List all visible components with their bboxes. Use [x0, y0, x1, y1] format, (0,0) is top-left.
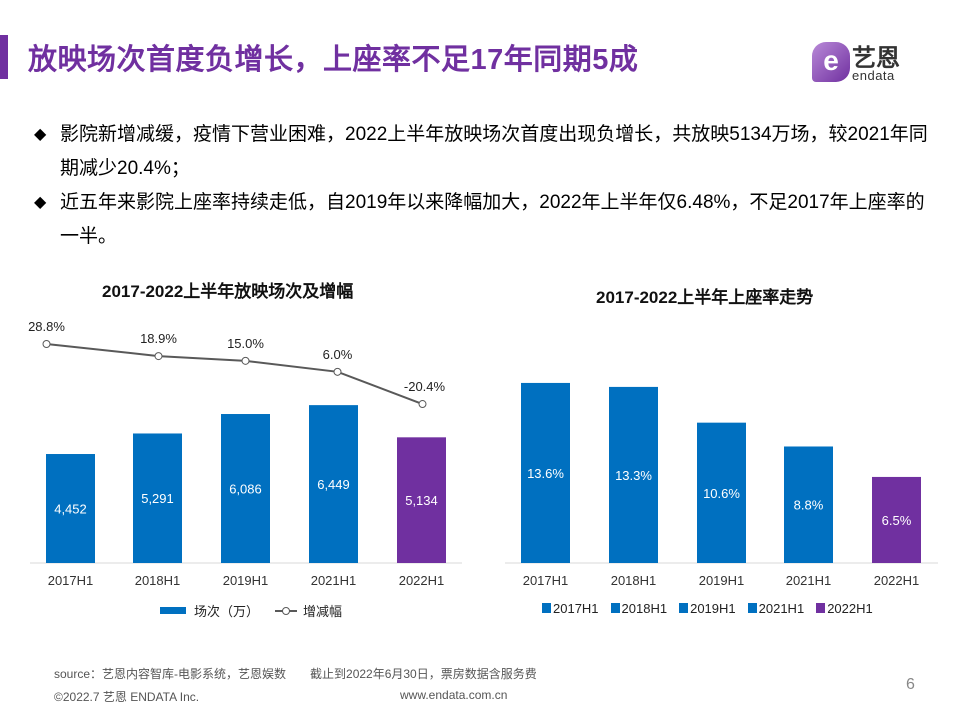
chart2-bar: [784, 446, 833, 563]
chart1-line-label: 6.0%: [323, 347, 353, 362]
chart1-x-tick: 2021H1: [311, 573, 357, 588]
legend-item: 2021H1: [747, 601, 805, 616]
legend-label: 2018H1: [621, 601, 668, 616]
chart2-x-tick: 2021H1: [786, 573, 832, 588]
chart1-line-label: 15.0%: [227, 336, 264, 351]
legend-item: 2017H1: [542, 601, 599, 616]
chart2-bar-label: 8.8%: [794, 498, 824, 513]
chart1-line: [46, 343, 423, 405]
chart1-line-label: 18.9%: [140, 331, 177, 346]
legend-label: 2021H1: [758, 601, 805, 616]
legend-label: 2017H1: [553, 601, 599, 616]
diamond-icon: ◆: [34, 126, 47, 143]
legend-swatch: [679, 603, 689, 613]
bullet-item: ◆ 近五年来影院上座率持续走低，自2019年以来降幅加大，2022年上半年仅6.4…: [34, 186, 934, 254]
endata-logo: e 艺恩 endata: [812, 38, 932, 86]
chart2-bar: [609, 386, 658, 563]
source-note: source：艺恩内容智库-电影系统，艺恩娱数 截止到2022年6月30日，票房…: [54, 667, 537, 681]
chart1-line-label: -20.4%: [404, 379, 446, 394]
legend-item: 2022H1: [816, 601, 873, 616]
chart1-line-point: [418, 400, 427, 409]
legend-swatch: [542, 603, 551, 613]
chart1-bar: [309, 405, 358, 563]
bullet-list: ◆ 影院新增减缓，疫情下营业困难，2022上半年放映场次首度出现负增长，共放映51…: [34, 118, 934, 254]
chart1-bar-label: 6,086: [229, 482, 262, 497]
chart1-x-tick: 2017H1: [48, 573, 94, 588]
chart2-bar: [872, 476, 921, 563]
copyright: ©2022.7 艺恩 ENDATA Inc.: [54, 690, 200, 704]
chart2-bar-label: 13.6%: [527, 466, 564, 481]
logo-text-cn: 艺恩: [852, 45, 900, 72]
chart2-x-tick: 2022H1: [874, 573, 920, 588]
chart1-line-point: [241, 356, 250, 365]
chart1-title: 2017-2022上半年放映场次及增幅: [102, 282, 354, 301]
chart1-bar: [397, 437, 446, 563]
legend-item: 2018H1: [610, 601, 668, 616]
chart1-bar: [46, 454, 95, 563]
chart2-title: 2017-2022上半年上座率走势: [596, 288, 814, 307]
chart1-line-point: [154, 352, 163, 361]
legend-label: 场次（万）: [194, 604, 260, 619]
chart2-bar: [521, 382, 570, 563]
legend-label: 2022H1: [827, 601, 873, 616]
chart1-bar: [133, 433, 182, 563]
page-number: 6: [906, 676, 915, 693]
legend-label: 2019H1: [690, 601, 736, 616]
chart2-bar-label: 6.5%: [882, 513, 912, 528]
chart1-bar-label: 5,291: [141, 491, 174, 506]
chart1-bar-label: 5,134: [405, 493, 438, 508]
legend-swatch: [747, 603, 757, 613]
chart1-x-tick: 2022H1: [399, 573, 445, 588]
chart1-x-tick: 2018H1: [135, 573, 181, 588]
bullet-text: 近五年来影院上座率持续走低，自2019年以来降幅加大，2022年上半年仅6.48…: [60, 192, 925, 247]
chart1-x-tick: 2019H1: [223, 573, 269, 588]
logo-e-icon: e: [812, 42, 850, 82]
bullet-text: 影院新增减缓，疫情下营业困难，2022上半年放映场次首度出现负增长，共放映513…: [60, 124, 928, 179]
chart2-x-tick: 2018H1: [611, 573, 657, 588]
page-title: 放映场次首度负增长，上座率不足17年同期5成: [28, 44, 639, 76]
chart2-bar-label: 10.6%: [703, 486, 740, 501]
title-accent-bar: [0, 35, 8, 79]
bullet-item: ◆ 影院新增减缓，疫情下营业困难，2022上半年放映场次首度出现负增长，共放映51…: [34, 118, 934, 186]
chart1-line-point: [42, 340, 51, 348]
chart1-bar-label: 6,449: [317, 477, 350, 492]
legend-swatch: [610, 603, 620, 613]
legend-bar-swatch: [160, 607, 186, 614]
chart2-x-tick: 2019H1: [699, 573, 745, 588]
logo-text-en: endata: [852, 68, 895, 83]
legend-item: 2019H1: [679, 601, 736, 616]
website-link[interactable]: www.endata.com.cn: [400, 688, 508, 702]
chart1-bar-label: 4,452: [54, 502, 87, 517]
chart1-line-label: 28.8%: [28, 319, 65, 334]
chart2-bar: [697, 422, 746, 563]
chart1-line-point: [333, 367, 342, 376]
chart1-legend: 场次（万） 增减幅: [160, 601, 342, 620]
legend-label: 增减幅: [303, 604, 343, 619]
chart2-legend: 2017H1 2018H1 2019H1 2021H1 2022H1: [542, 601, 873, 616]
legend-swatch: [816, 603, 826, 613]
diamond-icon: ◆: [34, 194, 47, 211]
legend-line-swatch: [275, 606, 298, 616]
chart2-x-tick: 2017H1: [523, 573, 569, 588]
chart2-bar-label: 13.3%: [615, 468, 652, 483]
chart1-bar: [221, 414, 270, 563]
